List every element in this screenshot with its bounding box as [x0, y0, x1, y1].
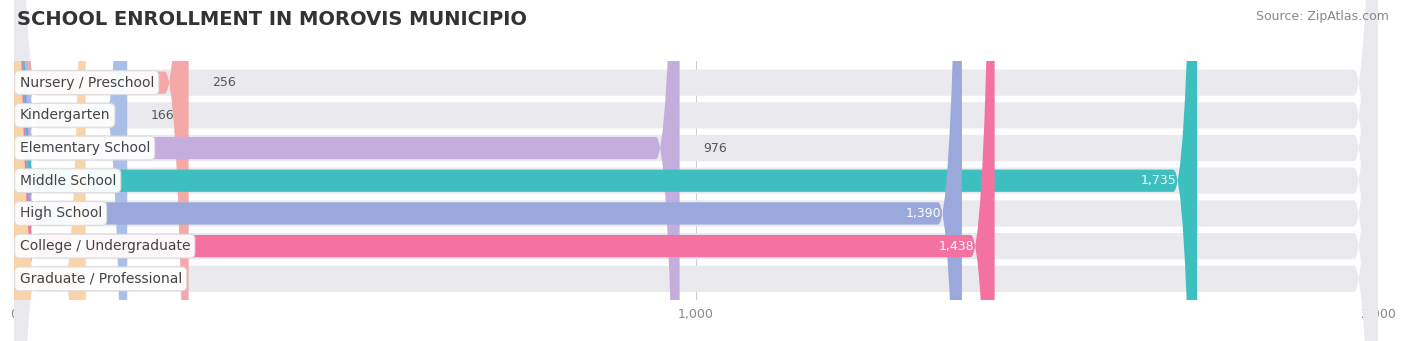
- Text: College / Undergraduate: College / Undergraduate: [20, 239, 190, 253]
- FancyBboxPatch shape: [14, 0, 679, 341]
- FancyBboxPatch shape: [14, 0, 86, 341]
- FancyBboxPatch shape: [14, 0, 1197, 341]
- FancyBboxPatch shape: [14, 0, 1378, 341]
- Text: Kindergarten: Kindergarten: [20, 108, 110, 122]
- FancyBboxPatch shape: [14, 0, 994, 341]
- Text: 976: 976: [703, 142, 727, 154]
- Text: Middle School: Middle School: [20, 174, 115, 188]
- Text: 166: 166: [150, 109, 174, 122]
- Text: 105: 105: [110, 272, 134, 285]
- FancyBboxPatch shape: [14, 0, 1378, 341]
- Text: High School: High School: [20, 206, 101, 220]
- FancyBboxPatch shape: [14, 0, 1378, 341]
- FancyBboxPatch shape: [14, 0, 1378, 341]
- FancyBboxPatch shape: [14, 0, 1378, 341]
- Text: Graduate / Professional: Graduate / Professional: [20, 272, 181, 286]
- Text: Nursery / Preschool: Nursery / Preschool: [20, 76, 153, 90]
- FancyBboxPatch shape: [14, 0, 962, 341]
- Text: 1,735: 1,735: [1140, 174, 1177, 187]
- Text: 1,390: 1,390: [905, 207, 942, 220]
- Text: Source: ZipAtlas.com: Source: ZipAtlas.com: [1256, 10, 1389, 23]
- Text: 1,438: 1,438: [939, 240, 974, 253]
- FancyBboxPatch shape: [14, 0, 128, 341]
- Text: 256: 256: [212, 76, 236, 89]
- Text: SCHOOL ENROLLMENT IN MOROVIS MUNICIPIO: SCHOOL ENROLLMENT IN MOROVIS MUNICIPIO: [17, 10, 527, 29]
- FancyBboxPatch shape: [14, 0, 1378, 341]
- Text: Elementary School: Elementary School: [20, 141, 150, 155]
- FancyBboxPatch shape: [14, 0, 1378, 341]
- FancyBboxPatch shape: [14, 0, 188, 341]
